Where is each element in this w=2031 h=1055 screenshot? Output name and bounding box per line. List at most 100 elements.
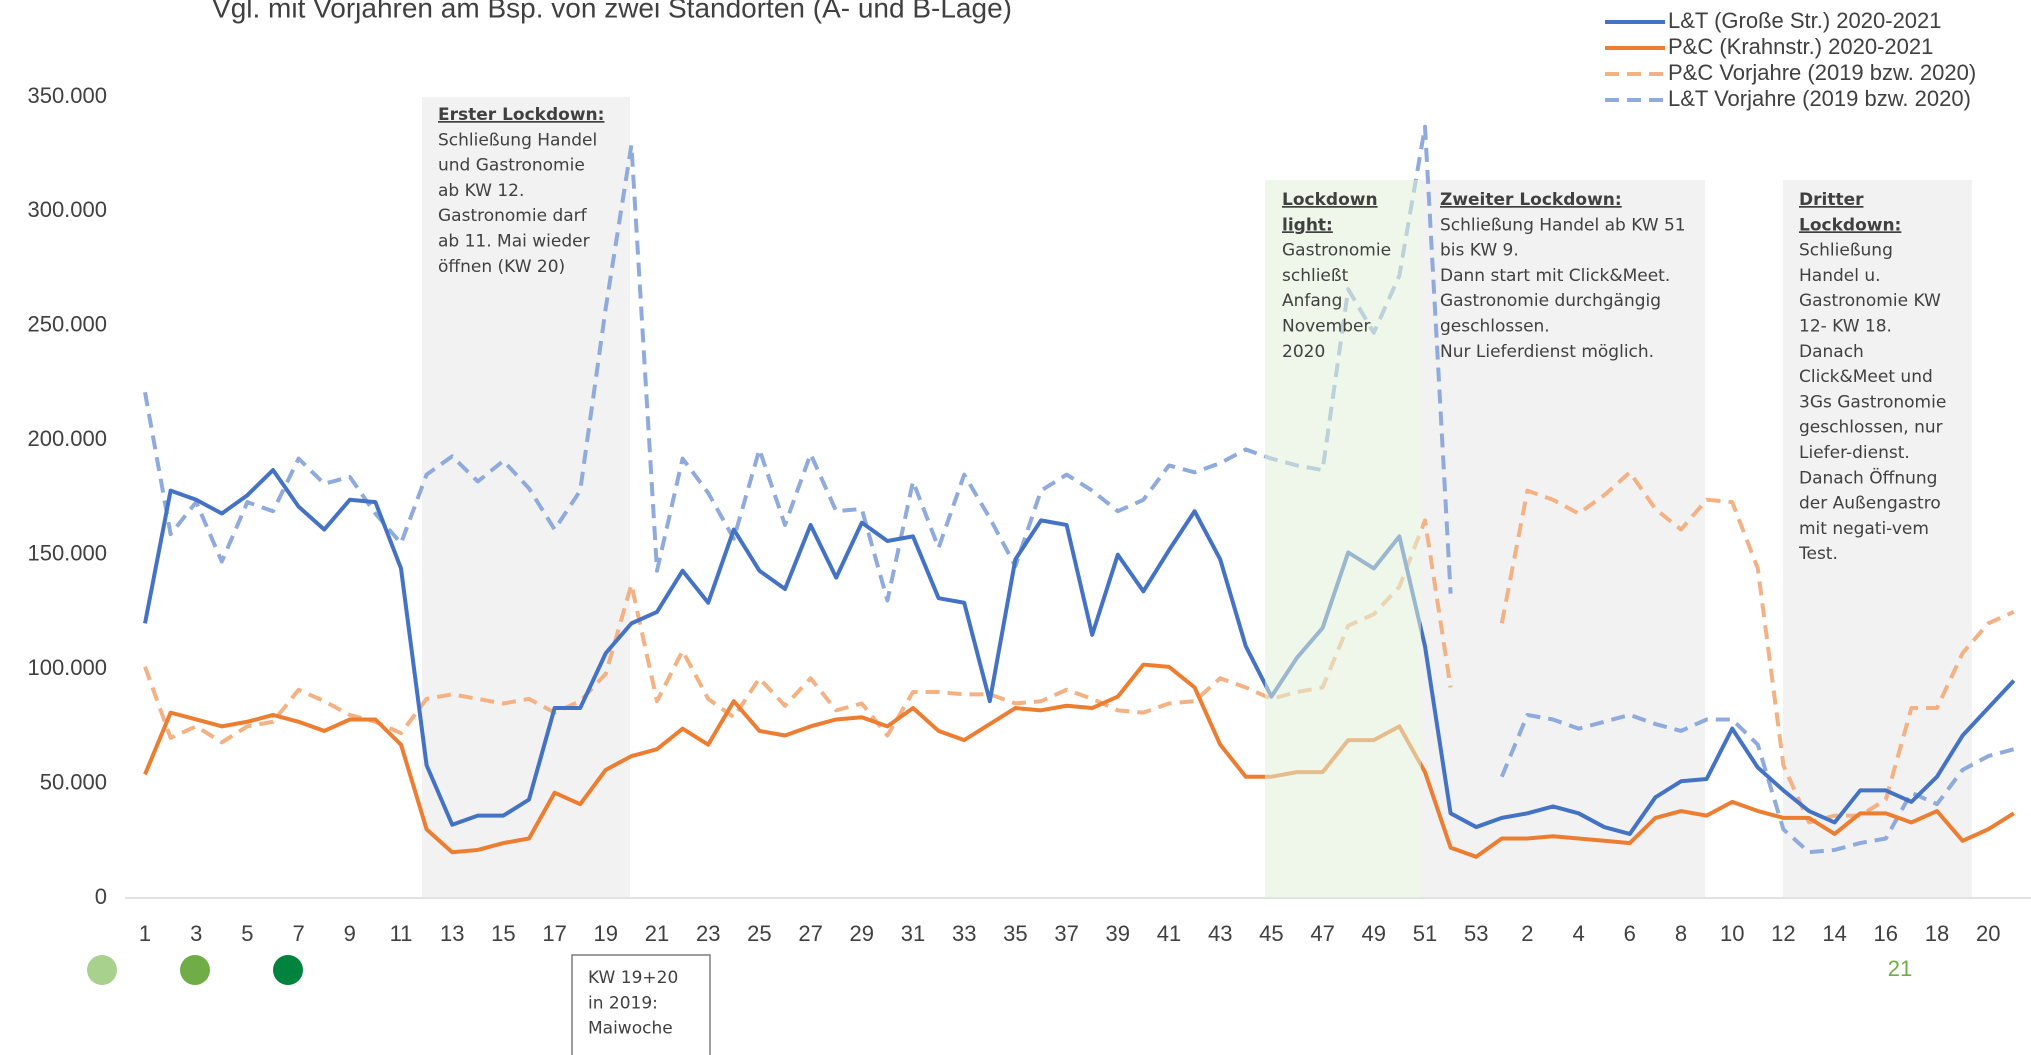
legend-label: P&C Vorjahre (2019 bzw. 2020) [1668, 60, 1976, 85]
legend-label: L&T Vorjahre (2019 bzw. 2020) [1668, 86, 1971, 111]
x-tick-label: 35 [1003, 921, 1027, 946]
annotation-text: Liefer-dienst. [1799, 443, 1910, 463]
annotation-text: öffnen (KW 20) [438, 257, 565, 277]
annotation-text: Gastronomie KW [1799, 291, 1941, 311]
y-tick-label: 150.000 [27, 541, 107, 566]
x-tick-label: 41 [1157, 921, 1181, 946]
annotation-text: der Außengastro [1799, 494, 1941, 514]
annotation-text: Schließung [1799, 241, 1893, 261]
lockdown-region [1783, 180, 1972, 898]
annotation-text: geschlossen. [1440, 317, 1550, 337]
annotation-text: und Gastronomie [438, 156, 585, 176]
x-tick-label: 3 [190, 921, 202, 946]
page-number: 21 [1888, 956, 1912, 981]
series-line [143, 518, 1453, 745]
annotation-text: 3Gs Gastronomie [1799, 392, 1946, 412]
annotation-text: ab KW 12. [438, 181, 524, 201]
annotation-text: Danach [1799, 342, 1864, 362]
series-line [143, 468, 2016, 836]
annotation-title: Zweiter Lockdown: [1440, 190, 1622, 210]
x-tick-label: 13 [440, 921, 464, 946]
note-box [571, 954, 711, 1055]
x-tick-label: 23 [696, 921, 720, 946]
x-tick-label: 49 [1362, 921, 1386, 946]
y-tick-label: 100.000 [27, 655, 107, 680]
lockdown-region [1421, 180, 1705, 898]
x-tick-label: 7 [292, 921, 304, 946]
x-tick-label: 51 [1413, 921, 1437, 946]
annotation-title: Dritter [1799, 190, 1864, 210]
lockdown-region [422, 97, 630, 898]
annotation-text: Handel u. [1799, 266, 1881, 286]
x-tick-label: 2 [1521, 921, 1533, 946]
x-tick-label: 12 [1771, 921, 1795, 946]
annotation-text: 2020 [1282, 342, 1325, 362]
annotation-text: Gastronomie darf [438, 206, 588, 226]
annotation-text: KW 19+20 [588, 968, 678, 988]
x-tick-label: 9 [344, 921, 356, 946]
x-tick-label: 8 [1675, 921, 1687, 946]
x-tick-label: 25 [747, 921, 771, 946]
annotation-text: 12- KW 18. [1799, 317, 1892, 337]
x-tick-label: 6 [1624, 921, 1636, 946]
series-line [1499, 470, 2015, 825]
lockdown-light-region [1265, 180, 1421, 898]
x-tick-label: 45 [1259, 921, 1283, 946]
chart-title: Vgl. mit Vorjahren am Bsp. von zwei Stan… [212, 0, 1012, 23]
x-tick-label: 21 [645, 921, 669, 946]
legend-label: L&T (Große Str.) 2020-2021 [1668, 8, 1942, 33]
series-line [1499, 712, 2015, 855]
series-line [143, 124, 1453, 603]
y-tick-label: 250.000 [27, 312, 107, 337]
x-tick-label: 31 [901, 921, 925, 946]
annotation-text: Maiwoche [588, 1019, 673, 1039]
annotation-title: Lockdown [1282, 190, 1378, 210]
x-tick-label: 33 [952, 921, 976, 946]
x-tick-label: 18 [1925, 921, 1949, 946]
x-tick-label: 16 [1874, 921, 1898, 946]
x-tick-label: 39 [1106, 921, 1130, 946]
annotation-text: Schließung Handel [438, 130, 597, 150]
x-tick-label: 27 [798, 921, 822, 946]
annotation-text: Danach Öffnung [1799, 466, 1937, 488]
x-tick-label: 1 [139, 921, 151, 946]
annotation-text: Schließung Handel ab KW 51 [1440, 215, 1686, 235]
x-tick-label: 14 [1822, 921, 1846, 946]
annotation-text: bis KW 9. [1440, 241, 1519, 261]
annotation-title: light: [1282, 215, 1333, 235]
annotation-text: mit negati-vem [1799, 519, 1929, 539]
annotation-text: geschlossen, nur [1799, 418, 1943, 438]
series-line [143, 662, 2015, 859]
dot [87, 955, 117, 985]
dot [273, 955, 303, 985]
x-tick-label: 43 [1208, 921, 1232, 946]
x-tick-label: 17 [542, 921, 566, 946]
y-tick-label: 300.000 [27, 197, 107, 222]
annotation-title: Lockdown: [1799, 215, 1901, 235]
x-tick-label: 5 [241, 921, 253, 946]
annotation-text: Click&Meet und [1799, 367, 1933, 387]
legend-label: P&C (Krahnstr.) 2020-2021 [1668, 34, 1933, 59]
annotation-text: Anfang [1282, 291, 1342, 311]
annotation-text: Test. [1798, 544, 1838, 564]
y-tick-label: 200.000 [27, 426, 107, 451]
x-tick-label: 37 [1054, 921, 1078, 946]
annotation-text: Dann start mit Click&Meet. [1440, 266, 1670, 286]
x-tick-label: 4 [1572, 921, 1584, 946]
annotation-text: November [1282, 317, 1370, 337]
y-tick-label: 50.000 [40, 769, 107, 794]
x-tick-label: 29 [850, 921, 874, 946]
annotation-text: ab 11. Mai wieder [438, 232, 590, 252]
y-tick-label: 350.000 [27, 83, 107, 108]
annotation-text: Gastronomie durchgängig [1440, 291, 1661, 311]
x-tick-label: 53 [1464, 921, 1488, 946]
x-tick-label: 10 [1720, 921, 1744, 946]
x-tick-label: 20 [1976, 921, 2000, 946]
overlay: Erster Lockdown: Schließung Handel und Gas… [438, 105, 1946, 1039]
x-tick-label: 19 [594, 921, 618, 946]
x-tick-label: 15 [491, 921, 515, 946]
dot [180, 955, 210, 985]
annotation-text: Gastronomie [1282, 241, 1391, 261]
